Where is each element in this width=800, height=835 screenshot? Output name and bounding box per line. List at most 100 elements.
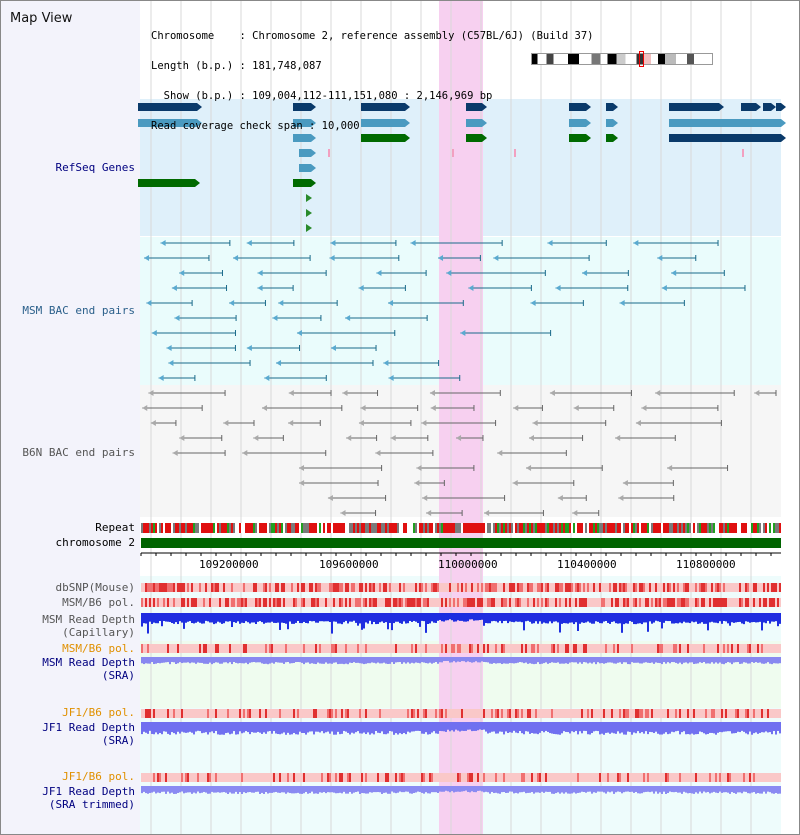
track-label-b6n-bac[interactable]: B6N BAC end pairs (22, 446, 135, 459)
depth-bar (501, 657, 503, 665)
polymorphism-cell (609, 598, 611, 607)
polymorphism-cell (357, 773, 359, 782)
polymorphism-cell (671, 644, 673, 653)
depth-bar (567, 657, 569, 664)
polymorphism-cell (519, 583, 521, 592)
depth-bar (493, 657, 495, 664)
polymorphism-cell (485, 773, 487, 782)
depth-bar (305, 613, 307, 623)
depth-bar (727, 722, 729, 732)
polymorphism-cell (367, 773, 369, 782)
depth-bar (623, 613, 625, 625)
depth-bar (521, 786, 523, 793)
polymorphism-cell (263, 598, 265, 607)
polymorphism-cell (571, 773, 573, 782)
depth-bar (213, 613, 215, 625)
repeat-block (755, 523, 757, 533)
polymorphism-cell (157, 644, 159, 653)
depth-bar (263, 613, 265, 624)
repeat-block (239, 523, 241, 533)
polymorphism-cell (779, 709, 781, 718)
repeat-block (701, 523, 703, 533)
track-label-msm-bac[interactable]: MSM BAC end pairs (22, 304, 135, 317)
polymorphism-cell (331, 644, 333, 653)
repeat-block (223, 523, 225, 533)
polymorphism-cell (415, 709, 417, 718)
gene-exon (293, 103, 311, 111)
polymorphism-cell (727, 709, 729, 718)
depth-bar (763, 657, 765, 664)
depth-bar (241, 786, 243, 794)
polymorphism-cell (409, 709, 411, 718)
depth-bar (495, 722, 497, 734)
repeat-block (417, 523, 419, 533)
depth-bar (659, 786, 661, 793)
depth-bar (559, 657, 561, 664)
gene-arrow (197, 119, 202, 127)
depth-bar (481, 722, 483, 730)
depth-bar (611, 657, 613, 663)
bac-end (547, 240, 553, 246)
depth-bar (401, 613, 403, 624)
depth-bar (321, 786, 323, 793)
polymorphism-cell (707, 709, 709, 718)
info-line-span: Read coverage check span : 10,000 (151, 120, 360, 132)
polymorphism-cell (383, 709, 385, 718)
polymorphism-cell (427, 583, 429, 592)
depth-bar (171, 786, 173, 793)
depth-bar (497, 786, 499, 794)
polymorphism-cell (757, 583, 759, 592)
bac-end (388, 300, 394, 306)
polymorphism-cell (465, 583, 467, 592)
depth-bar (247, 657, 249, 665)
depth-bar (445, 657, 447, 662)
polymorphism-cell (763, 773, 765, 782)
depth-bar (685, 786, 687, 793)
polymorphism-cell (439, 583, 441, 592)
polymorphism-cell (593, 773, 595, 782)
depth-bar (691, 657, 693, 663)
track-label-refseq[interactable]: RefSeq Genes (55, 161, 135, 174)
depth-bar (707, 786, 709, 792)
depth-bar (383, 722, 385, 735)
polymorphism-cell (611, 598, 613, 607)
depth-bar (611, 786, 613, 792)
polymorphism-cell (483, 598, 485, 607)
depth-bar (757, 722, 759, 734)
polymorphism-cell (635, 598, 637, 607)
polymorphism-cell (317, 644, 319, 653)
polymorphism-cell (471, 598, 473, 607)
depth-bar (231, 722, 233, 734)
repeat-block (519, 523, 521, 533)
depth-bar (553, 722, 555, 734)
depth-bar (243, 786, 245, 793)
polymorphism-cell (289, 709, 291, 718)
polymorphism-cell (367, 598, 369, 607)
repeat-block (589, 523, 591, 533)
polymorphism-cell (289, 583, 291, 592)
polymorphism-cell (205, 583, 207, 592)
polymorphism-cell (349, 598, 351, 607)
depth-bar (493, 722, 495, 732)
polymorphism-cell (701, 598, 703, 607)
polymorphism-cell (557, 598, 559, 607)
repeat-block (389, 523, 391, 533)
track-label-msm-b6-pol-sra: MSM/B6 pol. (62, 642, 135, 655)
repeat-block (681, 523, 683, 533)
depth-bar (363, 613, 365, 629)
depth-bar (217, 722, 219, 735)
depth-bar (287, 657, 289, 662)
polymorphism-cell (183, 773, 185, 782)
depth-bar (609, 657, 611, 663)
chromosome-ideogram[interactable] (531, 53, 713, 65)
polymorphism-cell (283, 583, 285, 592)
depth-bar (153, 613, 155, 623)
polymorphism-cell (591, 583, 593, 592)
polymorphism-cell (423, 644, 425, 653)
polymorphism-cell (669, 644, 671, 653)
polymorphism-cell (773, 709, 775, 718)
depth-bar (663, 722, 665, 734)
depth-bar (191, 613, 193, 624)
depth-bar (673, 613, 675, 624)
depth-bar (153, 722, 155, 735)
